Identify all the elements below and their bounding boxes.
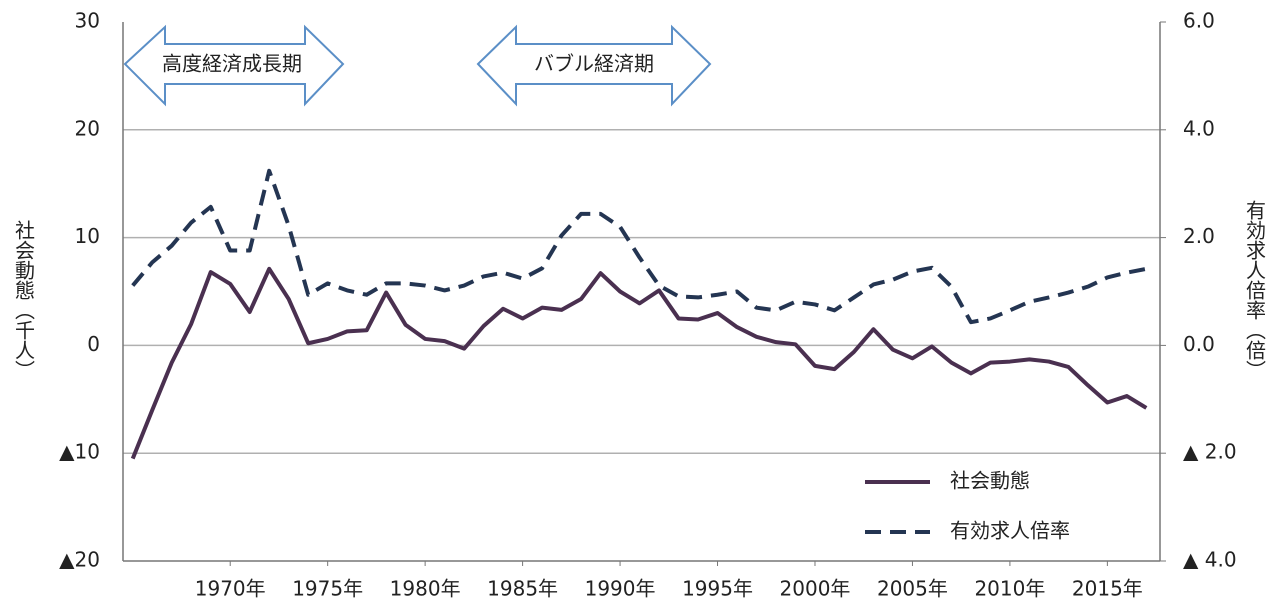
y2-axis-title: 有効求人倍率（倍） — [1243, 200, 1267, 380]
y2-tick-label: 2.0 — [1183, 224, 1215, 248]
y-tick-label: 0 — [87, 332, 100, 356]
legend-label: 社会動態 — [950, 469, 1030, 493]
x-tick-label: 1995年 — [682, 577, 753, 601]
y-tick-label: 10 — [75, 224, 100, 248]
y2-tick-label: ▲ 4.0 — [1183, 548, 1237, 572]
line-series — [130, 266, 1148, 460]
x-tick-label: 2010年 — [974, 577, 1045, 601]
line-series — [131, 168, 1147, 325]
y-tick-label: ▲20 — [59, 548, 100, 572]
arrow — [123, 24, 345, 107]
annotation: 高度経済成長期 — [162, 52, 302, 76]
y-tick-label: ▲10 — [59, 440, 100, 464]
arrow — [476, 24, 712, 107]
y-tick-label: 20 — [75, 116, 100, 140]
y2-tick-label: 4.0 — [1183, 116, 1215, 140]
x-tick-label: 2005年 — [877, 577, 948, 601]
y2-tick-label: 0.0 — [1183, 332, 1215, 356]
legend-label: 有効求人倍率 — [950, 519, 1070, 543]
x-tick-label: 1990年 — [585, 577, 656, 601]
y-tick-label: 30 — [75, 9, 100, 33]
y2-tick-label: ▲ 2.0 — [1183, 440, 1237, 464]
x-tick-label: 2000年 — [780, 577, 851, 601]
x-tick-label: 2015年 — [1072, 577, 1143, 601]
x-tick-label: 1975年 — [292, 577, 363, 601]
annotation: バブル経済期 — [534, 52, 654, 76]
x-tick-label: 1970年 — [195, 577, 266, 601]
x-tick-label: 1980年 — [390, 577, 461, 601]
y2-tick-label: 6.0 — [1183, 9, 1215, 33]
y-axis-title: 社会動態（千人） — [12, 220, 36, 380]
x-tick-label: 1985年 — [487, 577, 558, 601]
